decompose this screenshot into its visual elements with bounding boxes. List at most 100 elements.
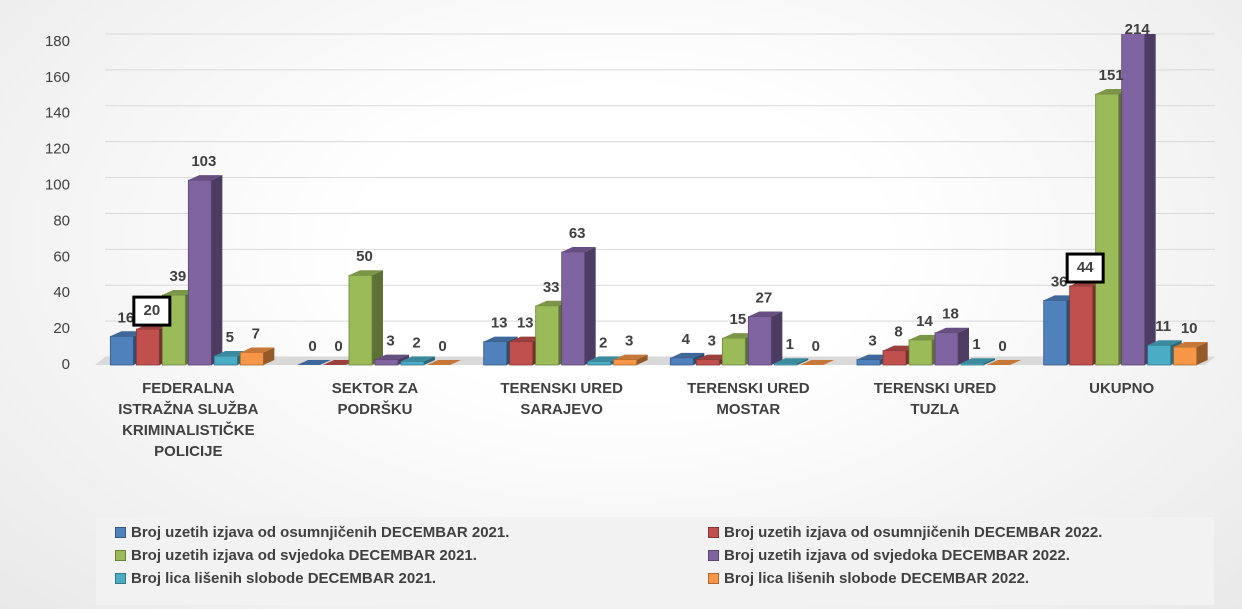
bar xyxy=(535,305,560,366)
y-tick-label: 20 xyxy=(53,320,70,337)
legend-label: Broj uzetih izjava od svjedoka DECEMBAR … xyxy=(724,547,1070,564)
data-label: 39 xyxy=(169,268,186,285)
y-tick-label: 80 xyxy=(53,212,70,229)
bar-top xyxy=(297,360,331,365)
bar-top xyxy=(909,334,943,340)
legend-item: Broj uzetih izjava od osumnjičenih DECEM… xyxy=(115,524,509,541)
y-tick-label: 160 xyxy=(45,69,70,86)
bar-top xyxy=(162,290,197,296)
legend-label: Broj lica lišenih slobode DECEMBAR 2021. xyxy=(131,570,437,587)
label-box xyxy=(132,295,172,327)
legend-label: Broj uzetih izjava od svjedoka DECEMBAR … xyxy=(131,547,477,564)
data-label: 2 xyxy=(412,334,420,351)
data-label: 44 xyxy=(1077,259,1094,276)
bar-side xyxy=(263,347,275,365)
bar-side xyxy=(584,246,596,365)
bar xyxy=(1173,346,1198,366)
bar-top xyxy=(857,354,891,360)
data-label: 151 xyxy=(1099,67,1124,84)
bar-top xyxy=(774,358,809,364)
bar-top xyxy=(722,333,757,339)
data-label: 16 xyxy=(117,309,134,326)
bar xyxy=(400,361,425,366)
data-label: 18 xyxy=(942,306,959,323)
bar-side xyxy=(372,270,383,365)
bar-top xyxy=(987,360,1021,365)
data-label: 3 xyxy=(386,333,394,350)
data-label: 10 xyxy=(1181,320,1198,337)
bar-top xyxy=(935,327,969,333)
y-tick-label: 100 xyxy=(45,177,70,194)
bar-top xyxy=(509,336,544,342)
data-label: 14 xyxy=(916,313,933,330)
bar-top xyxy=(961,358,995,364)
bar-top xyxy=(561,246,596,252)
bar-top xyxy=(401,356,435,362)
data-label: 4 xyxy=(682,331,691,348)
legend-item: Broj lica lišenih slobode DECEMBAR 2022. xyxy=(708,570,1029,587)
bar xyxy=(669,357,694,366)
data-label: 0 xyxy=(334,338,342,355)
bar-top xyxy=(883,345,917,351)
bar xyxy=(747,316,772,366)
data-label: 50 xyxy=(356,248,373,265)
data-label: 11 xyxy=(1155,318,1171,335)
bar xyxy=(934,332,959,366)
bar xyxy=(908,339,933,366)
bar-side xyxy=(771,311,783,365)
data-label: 13 xyxy=(517,315,534,332)
data-label: 36 xyxy=(1051,273,1068,290)
label-box xyxy=(1065,252,1105,284)
y-tick-label: 60 xyxy=(53,248,70,265)
bar xyxy=(960,362,985,366)
bar-top xyxy=(349,270,383,276)
bar xyxy=(882,350,907,366)
legend-label: Broj uzetih izjava od osumnjičenih DECEM… xyxy=(724,524,1103,541)
bar xyxy=(509,341,534,366)
bar-side xyxy=(984,358,995,365)
bar xyxy=(695,359,720,366)
bar xyxy=(187,179,212,366)
bar-top xyxy=(670,352,705,358)
bar-top xyxy=(587,356,622,362)
bar xyxy=(135,328,160,366)
bar-top xyxy=(1147,340,1182,346)
bar xyxy=(213,355,238,366)
bar-top xyxy=(1043,295,1078,301)
x-tick-label: TERENSKI URED TUZLA xyxy=(873,380,997,418)
bar xyxy=(773,362,798,366)
legend-swatch xyxy=(115,527,126,538)
legend-label: Broj uzetih izjava od osumnjičenih DECEM… xyxy=(131,524,510,541)
bar-top xyxy=(1173,342,1208,348)
bar-top xyxy=(748,311,783,317)
bar xyxy=(374,359,399,366)
legend-swatch xyxy=(115,550,126,561)
data-label: 3 xyxy=(708,333,716,350)
x-tick-label: FEDERALNA ISTRAŽNA SLUŽBA KRIMINALISTIČK… xyxy=(118,380,259,460)
data-label: 13 xyxy=(491,315,508,332)
bar-side xyxy=(1144,34,1156,365)
bar xyxy=(561,251,586,366)
bar-top xyxy=(188,175,223,181)
y-tick-label: 140 xyxy=(45,105,70,122)
data-label: 27 xyxy=(755,290,772,307)
data-label: 2 xyxy=(599,334,607,351)
bar-side xyxy=(424,356,435,365)
legend-swatch xyxy=(708,550,719,561)
legend-swatch xyxy=(115,573,126,584)
bar xyxy=(1147,344,1172,366)
y-tick-label: 120 xyxy=(45,141,70,158)
data-label: 63 xyxy=(569,225,586,242)
legend-item: Broj uzetih izjava od svjedoka DECEMBAR … xyxy=(115,547,477,564)
bar xyxy=(109,335,134,366)
data-label: 1 xyxy=(786,336,794,353)
data-label: 1 xyxy=(972,336,980,353)
data-label: 15 xyxy=(729,311,746,328)
bar xyxy=(613,359,638,366)
bar xyxy=(1095,93,1120,366)
data-label: 20 xyxy=(143,302,160,319)
data-label: 214 xyxy=(1125,21,1151,38)
bar-side xyxy=(797,358,809,365)
data-label: 5 xyxy=(226,329,234,346)
